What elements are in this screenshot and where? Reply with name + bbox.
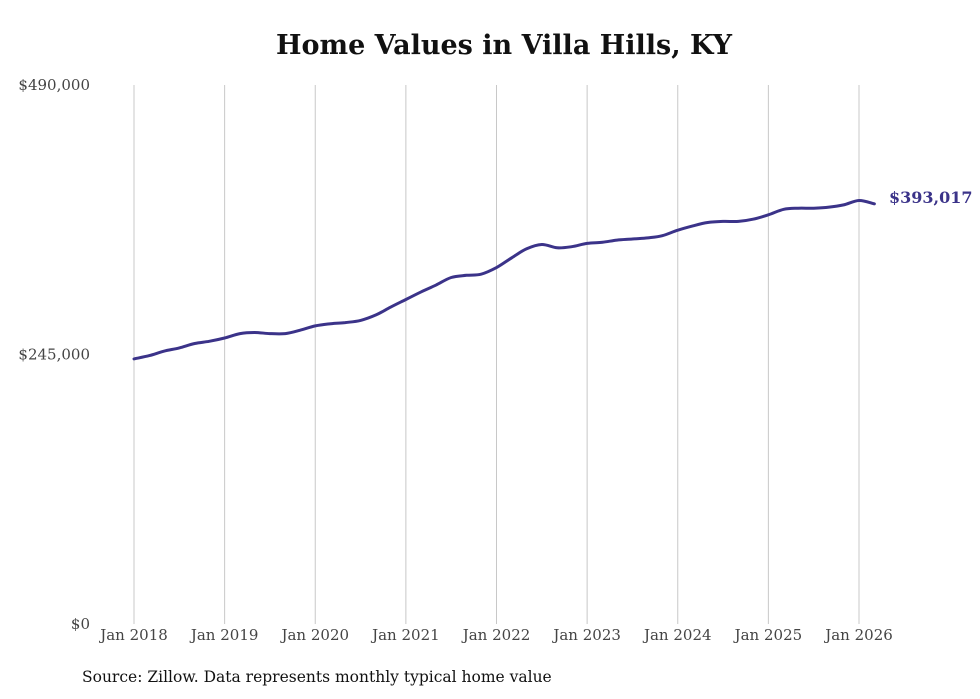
x-tick-label: Jan 2021 [370,626,440,644]
series-line-home-value [132,199,876,361]
y-tick-label: $490,000 [18,76,90,94]
y-tick-label: $0 [71,615,90,633]
y-tick-label: $245,000 [18,346,90,364]
x-tick-label: Jan 2019 [189,626,259,644]
chart-title: Home Values in Villa Hills, KY [275,30,733,61]
y-axis-ticks: $0 $245,000 $490,000 [18,76,90,633]
x-tick-label: Jan 2023 [551,626,621,644]
x-tick-label: Jan 2018 [98,626,168,644]
x-tick-label: Jan 2024 [642,626,712,644]
gridlines [133,85,860,624]
x-tick-label: Jan 2025 [733,626,803,644]
x-tick-label: Jan 2026 [823,626,893,644]
end-value-label: $393,017 [889,188,973,207]
x-axis-ticks: Jan 2018 Jan 2019 Jan 2020 Jan 2021 Jan 2022… [98,626,893,644]
x-tick-label: Jan 2020 [279,626,349,644]
x-tick-label: Jan 2022 [461,626,531,644]
source-note: Source: Zillow. Data represents monthly … [82,668,552,686]
